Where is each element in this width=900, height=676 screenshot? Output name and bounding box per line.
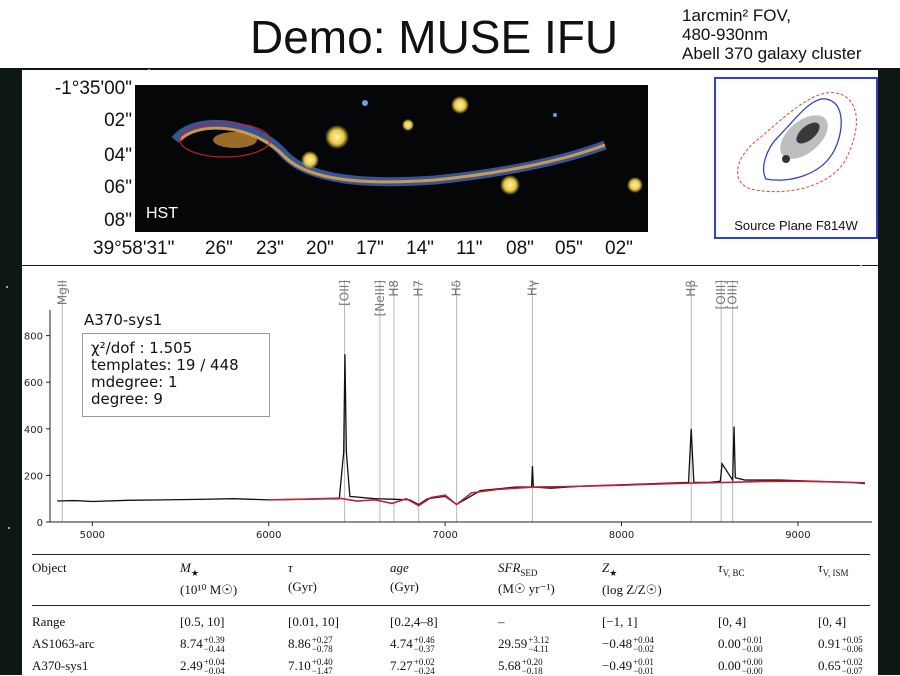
fit-stats-box: χ²/dof : 1.505 templates: 19 / 448 mdegr… [82, 333, 270, 417]
dec-tick-label: -1°35'00" [54, 78, 132, 99]
table-cell: 29.59 +3.12 −4.11 [498, 635, 550, 655]
table-row-label: AS1063-arc [32, 636, 95, 651]
source-plane-label: Source Plane F814W [734, 218, 858, 233]
table-row-label: Range [32, 614, 66, 629]
dec-tick-label: 08" [104, 210, 132, 231]
table-header-cell: age (Gyr) [390, 560, 419, 594]
ra-tick-label: 11" [456, 238, 483, 259]
x-tick-label: 8000 [609, 530, 634, 541]
table-cell: 2.49 +0.04 −0.04 [180, 657, 225, 676]
line-marker-label: H7 [412, 280, 426, 297]
system-name: A370-sys1 [84, 311, 163, 329]
table-header-cell: M★ (10¹⁰ M☉) [180, 560, 238, 597]
spectrum-chart: MgII [OII] [NeIII] H8 H7 Hδ Hγ Hβ [OIII][OIII] 50… [24, 280, 872, 541]
line-marker-label: MgII [55, 280, 69, 305]
ra-tick-label: 20" [306, 238, 334, 259]
y-tick-label: 200 [24, 471, 43, 482]
fit-stat-line: templates: 19 / 448 [91, 356, 239, 374]
table-cell: 8.86 +0.27 −0.78 [288, 635, 333, 655]
table-cell: [0.5, 10] [180, 614, 225, 629]
table-cell: 0.65 +0.02 −0.07 [818, 657, 863, 676]
table-rule [32, 554, 870, 555]
ra-tick-label: 05" [555, 238, 583, 259]
table-cell: 7.10 +0.40 −1.47 [288, 657, 333, 676]
y-tick-label: 600 [24, 378, 43, 389]
table-header-cell: τ (Gyr) [288, 560, 317, 594]
dec-tick-label: 02" [104, 110, 132, 131]
fit-stat-line: mdegree: 1 [91, 373, 178, 391]
hst-arc-image [171, 96, 643, 195]
x-tick-label: 6000 [256, 530, 281, 541]
dec-tick-label: 04" [104, 145, 132, 166]
ra-tick-label: 02" [605, 238, 633, 259]
table-header-cell: SFRSED (M☉ yr⁻¹) [498, 560, 555, 596]
y-tick-label: 400 [24, 425, 43, 436]
hst-image [135, 85, 648, 232]
fit-stat-line: degree: 9 [91, 390, 163, 408]
dec-tick-label: 06" [104, 177, 132, 198]
model-series-line [268, 480, 865, 507]
background-star [148, 68, 151, 71]
line-marker-label: H8 [387, 280, 401, 297]
table-header-cell: τV, BC [718, 560, 745, 578]
line-marker-label: Hγ [525, 280, 539, 296]
slide-notes: 1arcmin² FOV, 480-930nm Abell 370 galaxy… [682, 6, 862, 63]
line-marker-label: Hβ [684, 280, 698, 297]
ra-tick-label: 14" [406, 238, 434, 259]
table-cell: 4.74 +0.46 −0.37 [390, 635, 435, 655]
table-cell: – [498, 614, 505, 629]
ra-tick-label: 26" [205, 238, 233, 259]
table-cell: 8.74 +0.39 −0.44 [180, 635, 225, 655]
note-line: Abell 370 galaxy cluster [682, 44, 862, 63]
table-cell: −0.48 +0.04 −0.02 [602, 635, 654, 655]
table-cell: −0.49 +0.01 −0.01 [602, 657, 654, 676]
ra-tick-label: 08" [506, 238, 534, 259]
note-line: 480-930nm [682, 25, 769, 44]
table-cell: [0.01, 10] [288, 614, 339, 629]
table-cell: [0, 4] [718, 614, 747, 629]
line-marker-label: Hδ [450, 280, 464, 296]
background-star [6, 286, 9, 289]
line-marker-label: [OII] [338, 280, 352, 306]
table-cell: 5.68 +0.20 −0.18 [498, 657, 543, 676]
table-cell: [0.2,4–8] [390, 614, 438, 629]
table-header-cell: Z★ (log Z/Z☉) [602, 560, 662, 597]
table-cell: [0, 4] [818, 614, 847, 629]
source-plane-inset: Source Plane F814W [714, 77, 878, 239]
background-star [7, 527, 10, 530]
ra-tick-label: 23" [256, 238, 284, 259]
ra-tick-label: 39°58'31" [93, 238, 175, 259]
line-marker-label: [OIII] [726, 280, 740, 309]
y-tick-label: 0 [37, 518, 43, 529]
table-cell: 0.91 +0.05 −0.06 [818, 635, 863, 655]
slide-title: Demo: MUSE IFU [250, 11, 619, 63]
note-line: 1arcmin² FOV, [682, 6, 791, 25]
table-cell: [−1, 1] [602, 614, 638, 629]
line-marker-label: [NeIII] [373, 280, 387, 316]
table-header-cell: Object [32, 560, 67, 575]
x-tick-label: 5000 [80, 530, 105, 541]
table-cell: 0.00 +0.01 −0.00 [718, 635, 763, 655]
x-tick-label: 9000 [785, 530, 810, 541]
table-rule [32, 605, 870, 606]
table-cell: 7.27 +0.02 −0.24 [390, 657, 435, 676]
y-tick-label: 800 [24, 332, 43, 343]
x-tick-label: 7000 [432, 530, 457, 541]
source-plane-image [737, 92, 857, 193]
table-header-cell: τV, ISM [818, 560, 849, 578]
results-table: Object M★ (10¹⁰ M☉) τ (Gyr) age (Gyr) SFRSED (M☉… [22, 546, 878, 676]
ra-tick-label: 17" [356, 238, 384, 259]
table-cell: 0.00 +0.00 −0.00 [718, 657, 763, 676]
fit-stat-line: χ²/dof : 1.505 [91, 339, 193, 357]
line-marker-label: [OIII] [714, 280, 728, 309]
table-row-label: A370-sys1 [32, 658, 89, 673]
hst-badge: HST [146, 205, 178, 222]
